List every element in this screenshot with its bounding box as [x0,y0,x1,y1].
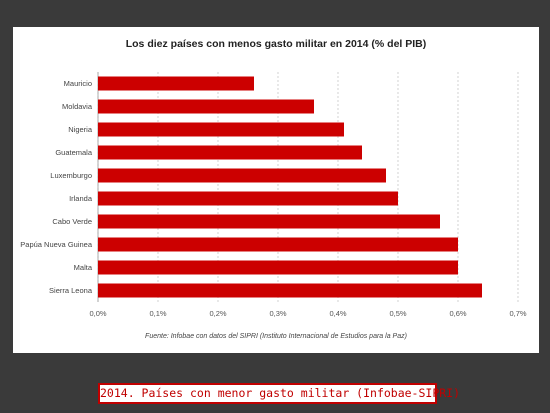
x-tick-label: 0,7% [509,309,526,318]
chart-panel: Los diez países con menos gasto militar … [13,27,539,353]
x-tick-label: 0,4% [329,309,346,318]
bar [98,122,344,137]
bar [98,99,314,114]
chart-title: Los diez países con menos gasto militar … [125,38,427,50]
bar [98,76,254,91]
category-label: Guatemala [55,148,93,157]
bar [98,145,362,160]
chart-source: Fuente: Infobae con datos del SIPRI (Ins… [145,333,407,340]
bar [98,283,482,298]
x-tick-label: 0,0% [89,309,106,318]
bar [98,260,458,275]
category-label: Mauricio [64,79,92,88]
x-tick-label: 0,2% [209,309,226,318]
bar [98,168,386,183]
category-label: Papúa Nueva Guinea [20,240,93,249]
category-label: Malta [74,263,93,272]
x-tick-label: 0,1% [149,309,166,318]
category-label: Irlanda [69,194,93,203]
bar [98,214,440,229]
bar [98,237,458,252]
x-tick-label: 0,3% [269,309,286,318]
x-tick-label: 0,6% [449,309,466,318]
category-label: Luxemburgo [50,171,92,180]
slide-caption: 2014. Países con menor gasto militar (In… [98,383,460,404]
bar [98,191,398,206]
category-label: Nigeria [68,125,93,134]
category-label: Cabo Verde [52,217,92,226]
x-tick-label: 0,5% [389,309,406,318]
category-label: Sierra Leona [49,286,93,295]
category-label: Moldavia [62,102,93,111]
bar-chart: 0,0% 0,1% 0,2% 0,3% 0,4% 0,5% 0,6% 0,7% Mauricio… [20,72,527,318]
